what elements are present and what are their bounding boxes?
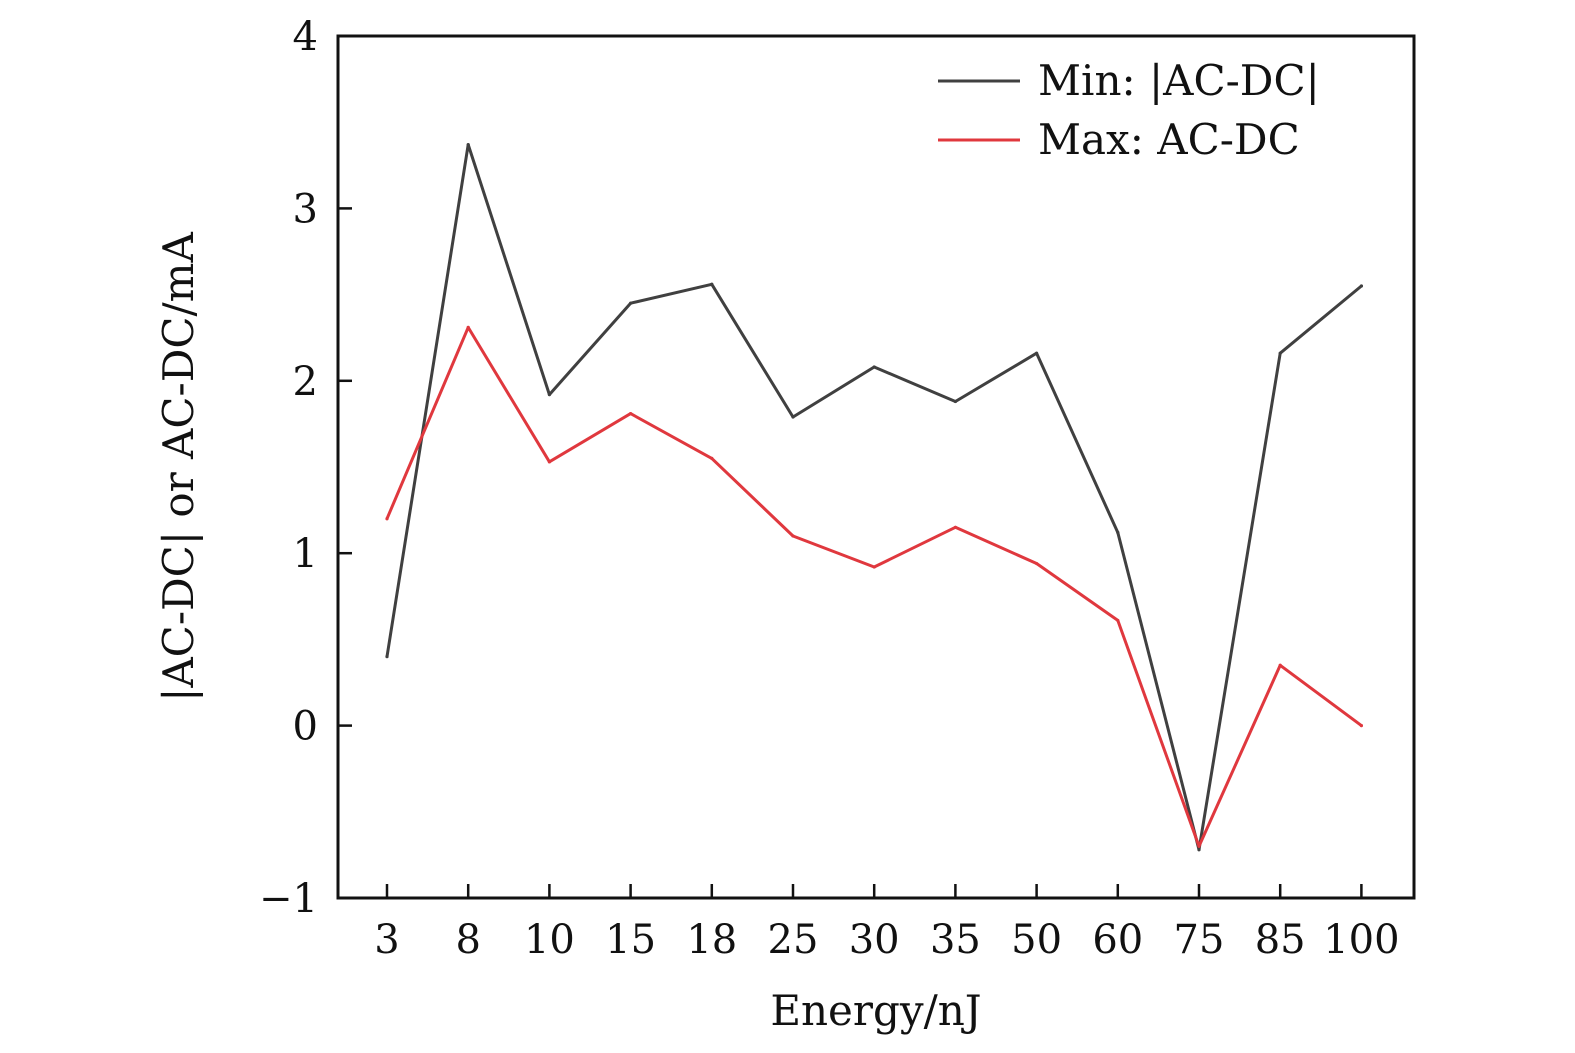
x-tick-label: 50 [1011, 917, 1062, 963]
data-point [791, 534, 795, 538]
series-line-1 [385, 143, 1363, 852]
y-tick-label: 0 [293, 704, 318, 750]
series-line-2 [385, 325, 1363, 848]
x-tick-label: 18 [686, 917, 737, 963]
data-point [872, 565, 876, 569]
data-point [1278, 663, 1282, 667]
data-point [1278, 351, 1282, 355]
y-tick-label: 3 [293, 186, 318, 232]
plot-frame [336, 34, 1416, 900]
data-point [1035, 351, 1039, 355]
data-point [547, 392, 552, 397]
data-point [629, 301, 633, 305]
data-point [1197, 844, 1201, 848]
data-point [953, 399, 958, 404]
data-point [466, 325, 470, 329]
x-tick-label: 15 [605, 917, 656, 963]
data-point [629, 411, 633, 416]
x-tick-label: 60 [1092, 917, 1143, 963]
legend: Min: |AC-DC| Max: AC-DC [938, 56, 1320, 164]
data-point [1359, 284, 1363, 288]
x-axis: 3 8 10 15 18 25 30 35 50 60 75 85 100 [374, 884, 1400, 963]
y-tick-label: 1 [293, 531, 318, 577]
x-tick-label: 35 [930, 917, 981, 963]
x-tick-label: 85 [1255, 917, 1306, 963]
data-point [385, 517, 389, 521]
data-point [953, 525, 958, 529]
data-point [1197, 848, 1201, 852]
data-point [1035, 561, 1039, 566]
x-tick-label: 25 [768, 917, 819, 963]
data-point [791, 415, 795, 419]
series-layer [385, 143, 1363, 852]
y-tick-label: 4 [293, 14, 318, 60]
x-tick-label: 75 [1174, 917, 1225, 963]
y-axis-label: |AC-DC| or AC-DC/mA [154, 232, 203, 702]
x-tick-label: 8 [455, 917, 480, 963]
x-tick-label: 3 [374, 917, 399, 963]
y-tick-label: −1 [259, 876, 318, 922]
data-point [466, 143, 470, 147]
x-tick-label: 100 [1323, 917, 1399, 963]
x-tick-label: 30 [849, 917, 900, 963]
y-tick-label: 2 [293, 359, 318, 405]
data-point [710, 282, 714, 286]
data-point [385, 655, 389, 659]
legend-label-1: Min: |AC-DC| [1038, 56, 1320, 105]
x-axis-label: Energy/nJ [770, 986, 981, 1035]
x-tick-label: 10 [524, 917, 575, 963]
data-point [547, 460, 552, 464]
data-point [1359, 724, 1363, 728]
data-point [710, 456, 714, 460]
data-point [1116, 530, 1120, 535]
data-point [872, 365, 876, 369]
data-point [1116, 618, 1120, 623]
y-axis: −1 0 1 2 3 4 [259, 14, 352, 922]
legend-label-2: Max: AC-DC [1038, 115, 1300, 164]
